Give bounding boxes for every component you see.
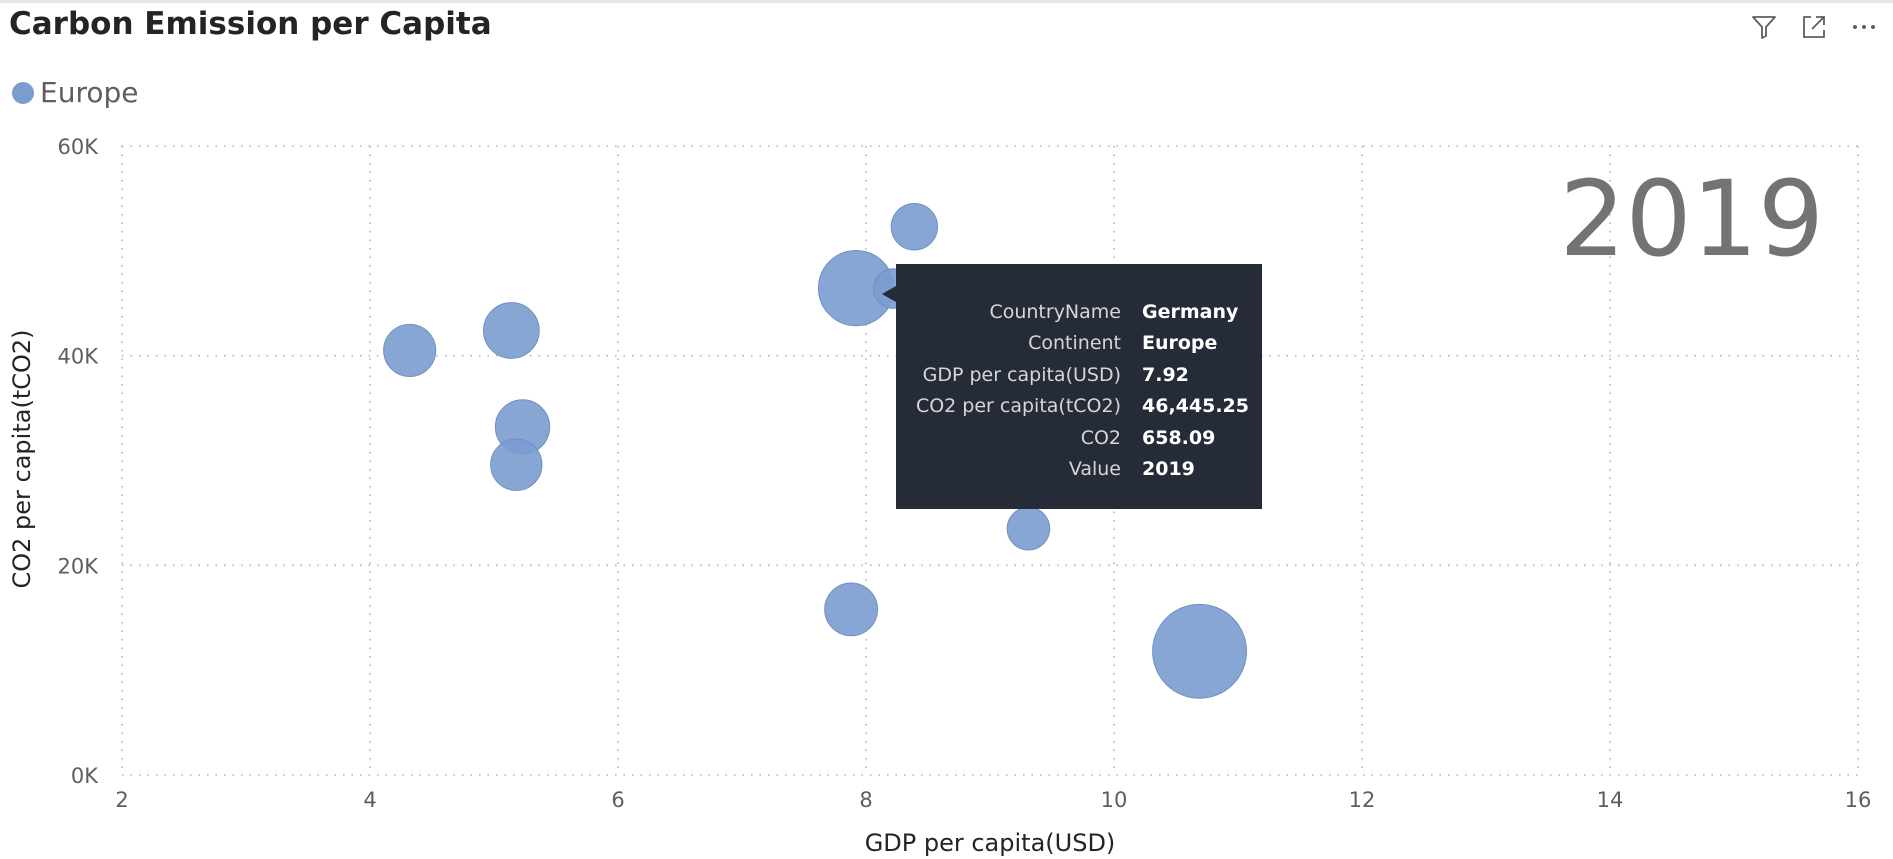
x-tick-label: 14 — [1597, 788, 1624, 812]
data-point[interactable] — [490, 438, 543, 491]
x-tick-label: 10 — [1101, 788, 1128, 812]
y-tick-label: 0K — [71, 764, 99, 788]
tooltip: CountryName Germany Continent Europe GDP per… — [882, 264, 1262, 509]
tooltip-key: GDP per capita(USD) — [922, 363, 1121, 386]
y-tick-label: 60K — [58, 135, 100, 159]
tooltip-value: Europe — [1142, 332, 1218, 355]
legend-marker — [12, 81, 34, 104]
tooltip-value: 46,445.25 — [1142, 395, 1249, 418]
tooltip-row: CO2 per capita(tCO2) 46,445.25 — [896, 391, 1262, 423]
data-point[interactable] — [824, 582, 879, 637]
chart-title: Carbon Emission per Capita — [9, 6, 492, 42]
filter-icon[interactable] — [1749, 12, 1779, 42]
tooltip-row: Continent Europe — [896, 328, 1262, 360]
tooltip-value: 2019 — [1142, 458, 1195, 481]
x-tick-label: 12 — [1349, 788, 1376, 812]
tooltip-row: GDP per capita(USD) 7.92 — [896, 359, 1262, 391]
tooltip-row: Value 2019 — [896, 454, 1262, 486]
tooltip-key: Value — [1068, 458, 1121, 481]
more-options-icon[interactable] — [1849, 12, 1879, 42]
data-point[interactable] — [1006, 506, 1051, 551]
data-point[interactable] — [383, 323, 437, 377]
tooltip-value: 658.09 — [1142, 426, 1216, 449]
focus-mode-icon[interactable] — [1799, 12, 1829, 42]
x-tick-label: 6 — [611, 788, 624, 812]
tooltip-key: CO2 per capita(tCO2) — [915, 395, 1121, 418]
tooltip-value: Germany — [1142, 300, 1239, 323]
y-axis-ticks: 0K 20K 40K 60K — [58, 135, 100, 788]
data-point[interactable] — [482, 302, 540, 359]
tooltip-row: CO2 658.09 — [896, 422, 1262, 454]
tooltip-value: 7.92 — [1142, 363, 1189, 386]
tooltip-key: CountryName — [989, 300, 1121, 323]
y-tick-label: 20K — [58, 554, 100, 578]
x-tick-label: 8 — [859, 788, 872, 812]
tooltip-row: CountryName Germany — [896, 296, 1262, 328]
visual-top-border — [0, 0, 1893, 3]
x-tick-label: 2 — [115, 788, 128, 812]
legend-label: Europe — [40, 76, 139, 109]
data-point[interactable] — [890, 203, 939, 251]
tooltip-key: CO2 — [1080, 426, 1121, 449]
tooltip-key: Continent — [1028, 332, 1121, 355]
data-point[interactable] — [1152, 603, 1248, 699]
visual-header-icons — [1749, 12, 1879, 42]
x-tick-label: 16 — [1845, 788, 1872, 812]
legend[interactable]: Europe — [12, 76, 138, 109]
play-axis-value: 2019 — [1559, 158, 1824, 280]
y-tick-label: 40K — [58, 345, 100, 369]
x-axis-ticks: 2 4 6 8 10 12 14 16 — [115, 788, 1871, 812]
data-points — [383, 203, 1248, 699]
x-tick-label: 4 — [363, 788, 376, 812]
x-axis-label: GDP per capita(USD) — [865, 829, 1116, 857]
y-axis-label: CO2 per capita(tCO2) — [8, 329, 36, 588]
